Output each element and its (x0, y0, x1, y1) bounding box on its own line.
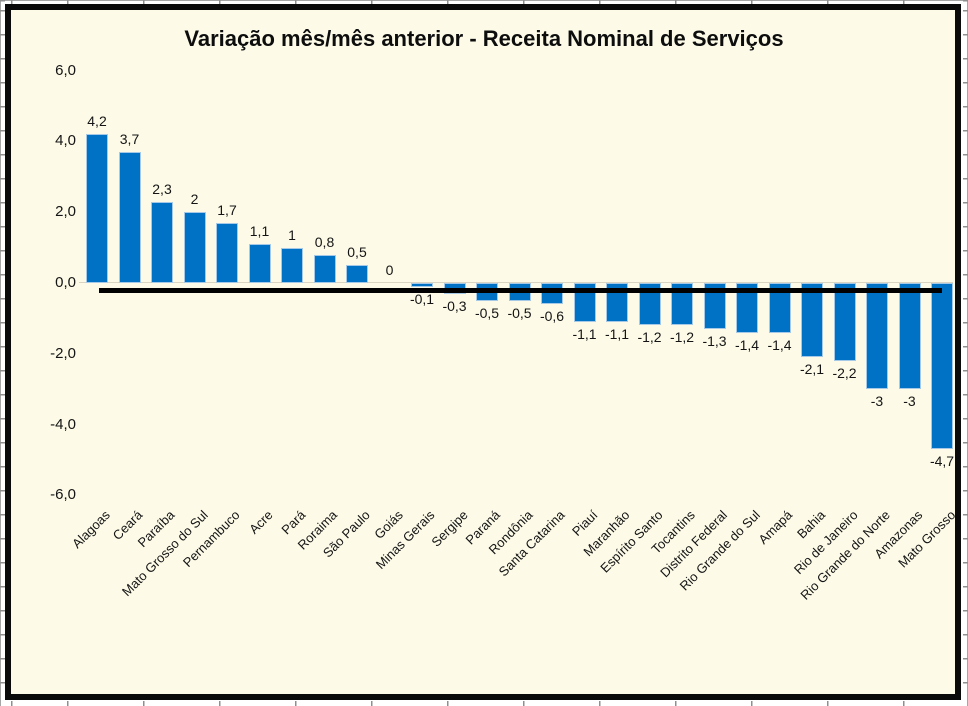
bar-value-label: -2,1 (799, 361, 825, 378)
bar[interactable] (541, 283, 563, 305)
bar-value-label: 1,7 (217, 201, 237, 218)
bar[interactable] (736, 283, 758, 333)
bar[interactable] (801, 283, 823, 358)
bar[interactable] (216, 222, 238, 283)
bar-value-label: -3 (903, 393, 916, 410)
bar-value-label: 4,2 (87, 113, 107, 130)
bar[interactable] (313, 254, 336, 283)
bar-value-label: -0,5 (474, 304, 500, 321)
gridline-ticks-top (0, 0, 968, 5)
bar-value-label: -1,4 (767, 336, 792, 353)
bar-value-label: -1,2 (669, 329, 695, 346)
y-axis-tick-label: -6,0 (50, 486, 76, 504)
gridline-ticks-bottom (0, 701, 968, 706)
bar-value-label: -1,4 (734, 336, 760, 353)
bar[interactable] (151, 201, 173, 283)
bar[interactable] (183, 212, 206, 283)
bar[interactable] (118, 152, 141, 283)
bar-value-label: 3,7 (119, 131, 140, 148)
category-axis-line (79, 282, 953, 283)
bar-value-label: -1,1 (572, 325, 597, 342)
bar[interactable] (768, 283, 791, 333)
bar-value-label: 0,5 (347, 244, 367, 261)
bar[interactable] (703, 283, 726, 330)
bar[interactable] (833, 283, 856, 361)
bar[interactable] (411, 283, 433, 287)
zero-reference-line (99, 288, 942, 293)
bar-value-label: -0,6 (539, 308, 565, 325)
gridline-ticks-left (0, 0, 5, 706)
y-axis-tick-label: -2,0 (50, 344, 76, 362)
bar-value-label: 1 (288, 226, 296, 243)
bar-value-label: 2 (190, 191, 199, 208)
bar-value-label: -1,2 (637, 329, 662, 346)
bar[interactable] (281, 247, 303, 283)
bar-value-label: 1,1 (249, 223, 270, 240)
bar[interactable] (638, 283, 661, 326)
bar-value-label: -0,1 (409, 290, 435, 307)
bar[interactable] (866, 283, 888, 390)
bar-value-label: -1,3 (702, 333, 727, 350)
y-axis-tick-label: 0,0 (55, 274, 76, 291)
bar[interactable] (248, 244, 271, 283)
gridline-ticks-right (963, 0, 968, 706)
y-axis-tick-label: 2,0 (55, 203, 76, 221)
bar-value-label: 0 (385, 262, 394, 278)
bar[interactable] (931, 283, 953, 450)
bar[interactable] (86, 134, 108, 283)
bar-value-label: -1,1 (604, 325, 630, 342)
bar-value-label: 0,8 (314, 233, 335, 250)
bar-value-label: 2,3 (152, 180, 172, 197)
y-axis-tick-label: 6,0 (55, 61, 76, 79)
bar-value-label: -0,3 (442, 297, 467, 314)
y-axis-tick-label: 4,0 (55, 132, 76, 150)
y-axis-tick-label: -4,0 (50, 415, 76, 433)
bar-value-label: -0,5 (507, 304, 532, 321)
bar-value-label: -2,2 (832, 364, 857, 381)
bar[interactable] (671, 283, 693, 326)
bar-value-label: -3 (870, 393, 884, 410)
chart-title: Variação mês/mês anterior - Receita Nomi… (184, 26, 784, 51)
bar[interactable] (898, 283, 921, 390)
bar-value-label: -4,7 (929, 453, 955, 470)
bar[interactable] (346, 265, 368, 283)
